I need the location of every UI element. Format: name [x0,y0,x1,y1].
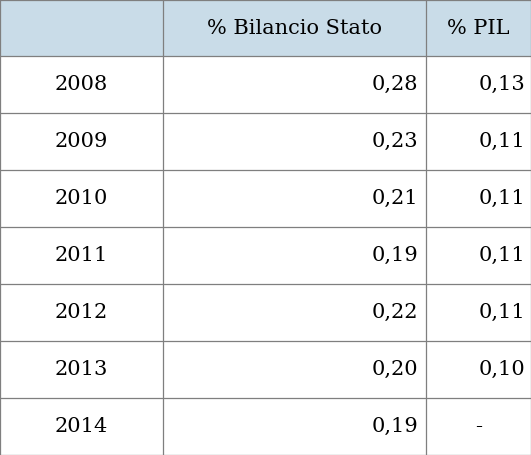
Text: 0,21: 0,21 [371,189,418,208]
Text: 0,11: 0,11 [478,246,525,265]
Text: % Bilancio Stato: % Bilancio Stato [207,19,382,37]
Bar [426,113,531,170]
Text: 0,10: 0,10 [478,360,525,379]
Bar [163,398,426,455]
Bar [426,0,531,56]
Text: 2013: 2013 [55,360,108,379]
Bar [426,284,531,341]
Bar [0,341,163,398]
Bar [0,227,163,284]
Bar [163,284,426,341]
Bar [426,227,531,284]
Text: 0,11: 0,11 [478,132,525,151]
Bar [0,113,163,170]
Bar [163,56,426,113]
Text: 0,20: 0,20 [371,360,418,379]
Text: 0,28: 0,28 [372,75,418,94]
Bar [163,170,426,227]
Bar [0,170,163,227]
Text: 2009: 2009 [55,132,108,151]
Text: 0,13: 0,13 [478,75,525,94]
Text: -: - [475,417,482,436]
Text: % PIL: % PIL [447,19,510,37]
Bar [163,341,426,398]
Bar [163,227,426,284]
Text: 0,23: 0,23 [371,132,418,151]
Text: 0,11: 0,11 [478,303,525,322]
Text: 2008: 2008 [55,75,108,94]
Text: 0,22: 0,22 [372,303,418,322]
Bar [426,56,531,113]
Text: 2011: 2011 [55,246,108,265]
Bar [426,398,531,455]
Text: 0,19: 0,19 [371,417,418,436]
Bar [163,0,426,56]
Bar [426,170,531,227]
Text: 2012: 2012 [55,303,108,322]
Bar [0,0,163,56]
Text: 2010: 2010 [55,189,108,208]
Text: 0,19: 0,19 [371,246,418,265]
Bar [0,284,163,341]
Text: 2014: 2014 [55,417,108,436]
Bar [426,341,531,398]
Bar [163,113,426,170]
Bar [0,56,163,113]
Bar [0,398,163,455]
Text: 0,11: 0,11 [478,189,525,208]
